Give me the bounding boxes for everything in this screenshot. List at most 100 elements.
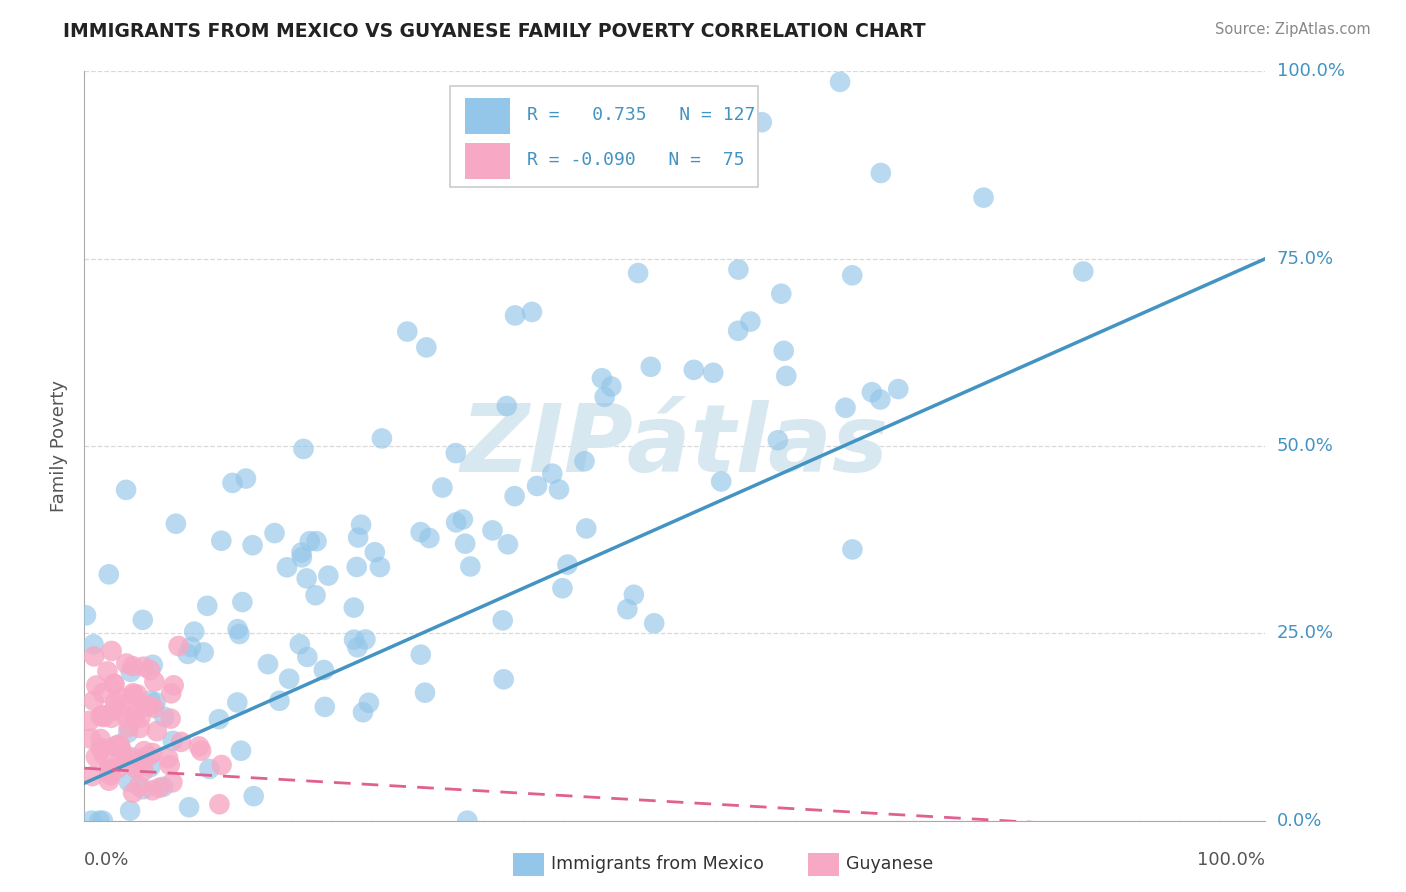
Point <box>226 695 249 709</box>
Point <box>132 744 155 758</box>
Point <box>107 761 129 775</box>
Point <box>616 602 638 616</box>
Point <box>682 363 704 377</box>
Point <box>132 659 155 673</box>
Point <box>180 640 202 654</box>
Point <box>193 645 215 659</box>
Point <box>183 624 205 639</box>
Point <box>104 739 127 754</box>
Point <box>163 678 186 692</box>
Point <box>860 385 883 400</box>
Point <box>132 613 155 627</box>
Point <box>371 432 394 446</box>
Point <box>263 526 285 541</box>
Point <box>368 560 391 574</box>
Point <box>276 560 298 574</box>
Point <box>887 382 910 396</box>
Point <box>93 747 115 762</box>
Point <box>593 390 616 404</box>
Point <box>118 774 141 789</box>
Point <box>269 694 291 708</box>
Point <box>117 725 139 739</box>
Point <box>134 750 156 764</box>
Point <box>557 558 579 572</box>
Point <box>115 710 138 724</box>
Point <box>727 262 749 277</box>
Point <box>110 690 132 705</box>
Point <box>551 581 574 595</box>
Point <box>110 746 132 760</box>
Point <box>103 677 125 691</box>
Y-axis label: Family Poverty: Family Poverty <box>51 380 69 512</box>
Point <box>100 768 122 782</box>
Point <box>869 166 891 180</box>
Point <box>305 534 328 549</box>
Point <box>139 760 162 774</box>
Point <box>165 516 187 531</box>
Text: 100.0%: 100.0% <box>1198 851 1265 869</box>
Text: IMMIGRANTS FROM MEXICO VS GUYANESE FAMILY POVERTY CORRELATION CHART: IMMIGRANTS FROM MEXICO VS GUYANESE FAMIL… <box>63 22 927 41</box>
Point <box>127 688 149 702</box>
Point <box>228 627 250 641</box>
Point <box>231 595 253 609</box>
Text: 75.0%: 75.0% <box>1277 250 1334 268</box>
Point <box>1071 264 1094 278</box>
Point <box>118 756 141 771</box>
Point <box>120 665 142 679</box>
Point <box>869 392 891 407</box>
Point <box>122 786 145 800</box>
Point <box>575 521 598 535</box>
Point <box>751 115 773 129</box>
Point <box>235 471 257 485</box>
Point <box>143 674 166 689</box>
Point <box>418 531 440 545</box>
Point <box>145 695 167 709</box>
Point <box>702 366 724 380</box>
Point <box>91 686 114 700</box>
Point <box>297 649 319 664</box>
Point <box>396 325 419 339</box>
Point <box>460 559 482 574</box>
Point <box>343 632 366 647</box>
Point <box>157 751 180 765</box>
Point <box>138 699 160 714</box>
Point <box>770 286 793 301</box>
Point <box>298 534 321 549</box>
Point <box>415 340 437 354</box>
Point <box>115 657 138 671</box>
Text: Guyanese: Guyanese <box>846 855 934 873</box>
Point <box>640 359 662 374</box>
Point <box>346 560 368 574</box>
Point <box>432 481 454 495</box>
Point <box>152 780 174 794</box>
Point <box>195 599 218 613</box>
Point <box>503 309 526 323</box>
Point <box>188 739 211 754</box>
Point <box>159 712 181 726</box>
Point <box>456 814 478 828</box>
Point <box>492 613 515 627</box>
Point <box>170 735 193 749</box>
Point <box>364 545 387 559</box>
Point <box>80 814 103 828</box>
Point <box>120 804 142 818</box>
Point <box>444 516 467 530</box>
Point <box>278 672 301 686</box>
Point <box>288 637 311 651</box>
FancyBboxPatch shape <box>450 87 758 187</box>
Text: R =   0.735   N = 127: R = 0.735 N = 127 <box>527 106 755 124</box>
Point <box>229 744 252 758</box>
Point <box>346 640 368 655</box>
Text: 0.0%: 0.0% <box>84 851 129 869</box>
Point <box>89 814 111 828</box>
Point <box>167 639 190 653</box>
Text: 25.0%: 25.0% <box>1277 624 1334 642</box>
Point <box>623 588 645 602</box>
Point <box>357 696 380 710</box>
Point <box>209 533 232 548</box>
Point <box>503 489 526 503</box>
Point <box>97 773 120 788</box>
Point <box>121 659 143 673</box>
Point <box>122 688 145 702</box>
Point <box>257 657 280 672</box>
